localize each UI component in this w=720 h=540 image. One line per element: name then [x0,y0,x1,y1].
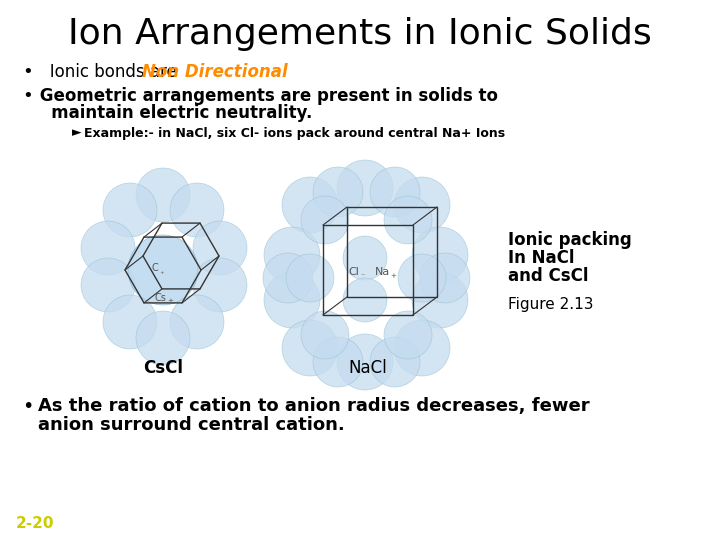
Circle shape [136,168,190,222]
Text: In NaCl: In NaCl [508,249,575,267]
Text: ►: ► [72,126,81,139]
Circle shape [264,272,320,328]
Circle shape [81,221,135,275]
Text: 2-20: 2-20 [16,516,55,531]
Circle shape [343,236,387,280]
Circle shape [384,311,432,359]
Text: anion surround central cation.: anion surround central cation. [38,416,345,434]
Text: maintain electric neutrality.: maintain electric neutrality. [34,104,312,122]
Circle shape [193,258,247,312]
Circle shape [170,183,224,237]
Circle shape [313,337,363,387]
Circle shape [384,196,432,244]
Text: C: C [152,263,158,273]
Circle shape [337,334,393,390]
Circle shape [337,160,393,216]
Circle shape [394,320,450,376]
Circle shape [398,254,446,302]
Text: Cl: Cl [348,267,359,277]
Circle shape [301,196,349,244]
Text: Ionic bonds are: Ionic bonds are [34,63,182,81]
Text: •: • [22,63,32,81]
Circle shape [128,235,198,305]
Text: •: • [22,396,33,415]
Circle shape [343,278,387,322]
Circle shape [412,272,468,328]
Text: Ion Arrangements in Ionic Solids: Ion Arrangements in Ionic Solids [68,17,652,51]
Text: As the ratio of cation to anion radius decreases, fewer: As the ratio of cation to anion radius d… [38,397,590,415]
Text: +: + [167,298,173,304]
Circle shape [263,253,313,303]
Text: Figure 2.13: Figure 2.13 [508,298,593,313]
Text: and CsCl: and CsCl [508,267,588,285]
Circle shape [282,320,338,376]
Circle shape [136,311,190,365]
Text: ⁻: ⁻ [361,272,365,280]
Text: Ionic packing: Ionic packing [508,231,631,249]
Circle shape [103,295,157,349]
Text: Cs: Cs [154,293,166,303]
Circle shape [282,177,338,233]
Circle shape [394,177,450,233]
Circle shape [170,295,224,349]
Text: Geometric arrangements are present in solids to: Geometric arrangements are present in so… [34,87,498,105]
Circle shape [370,167,420,217]
Circle shape [412,227,468,283]
Text: NaCl: NaCl [348,359,387,377]
Circle shape [81,258,135,312]
Circle shape [313,167,363,217]
Text: Non Directional: Non Directional [142,63,288,81]
Text: ⁺: ⁺ [160,271,164,280]
Circle shape [420,253,470,303]
Circle shape [193,221,247,275]
Text: +: + [390,273,396,279]
Circle shape [103,183,157,237]
Circle shape [301,311,349,359]
Circle shape [370,337,420,387]
Text: CsCl: CsCl [143,359,183,377]
Text: Na: Na [374,267,390,277]
Text: Example:- in NaCl, six Cl- ions pack around central Na+ Ions: Example:- in NaCl, six Cl- ions pack aro… [84,126,505,139]
Text: •: • [22,87,32,105]
Circle shape [286,254,334,302]
Circle shape [264,227,320,283]
